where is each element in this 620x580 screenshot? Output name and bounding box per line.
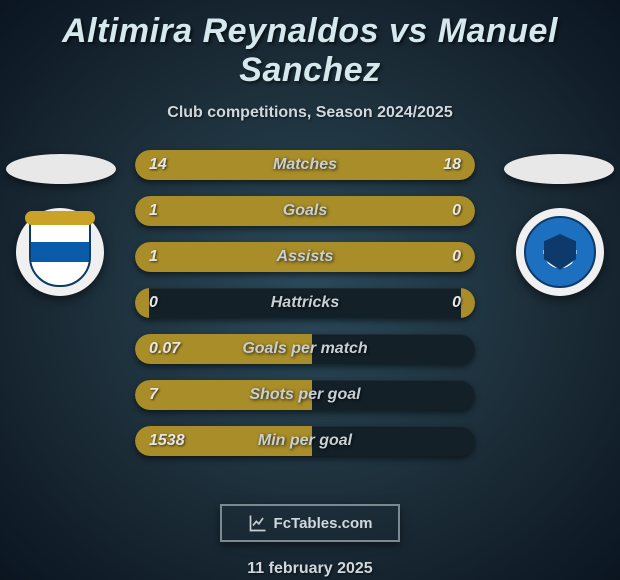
- stat-row: 1538Min per goal: [135, 426, 475, 456]
- stat-row: 0.07Goals per match: [135, 334, 475, 364]
- stat-label: Goals: [135, 202, 475, 220]
- stat-label: Matches: [135, 156, 475, 174]
- stat-row: 10Assists: [135, 242, 475, 272]
- stat-label: Shots per goal: [135, 386, 475, 404]
- page-title: Altimira Reynaldos vs Manuel Sanchez: [0, 0, 620, 90]
- page-subtitle: Club competitions, Season 2024/2025: [0, 104, 620, 122]
- chart-icon: [248, 513, 268, 533]
- stat-row: 00Hattricks: [135, 288, 475, 318]
- stat-label: Hattricks: [135, 294, 475, 312]
- right-team-crest: [516, 208, 604, 296]
- alaves-shield-icon: [516, 208, 604, 296]
- stat-row: 10Goals: [135, 196, 475, 226]
- brand-box[interactable]: FcTables.com: [220, 504, 400, 542]
- comparison-panel: 1418Matches 10Goals 10Assists 00Hattricks 0.…: [0, 150, 620, 480]
- left-team-crest: [16, 208, 104, 296]
- stat-row: 7Shots per goal: [135, 380, 475, 410]
- footer-date: 11 february 2025: [0, 560, 620, 578]
- stat-label: Goals per match: [135, 340, 475, 358]
- left-platform-ellipse: [6, 154, 116, 184]
- right-platform-ellipse: [504, 154, 614, 184]
- leganes-shield-icon: [16, 208, 104, 296]
- brand-label: FcTables.com: [274, 515, 373, 532]
- stat-label: Assists: [135, 248, 475, 266]
- stat-label: Min per goal: [135, 432, 475, 450]
- stat-row: 1418Matches: [135, 150, 475, 180]
- stats-list: 1418Matches 10Goals 10Assists 00Hattricks 0.…: [135, 150, 475, 472]
